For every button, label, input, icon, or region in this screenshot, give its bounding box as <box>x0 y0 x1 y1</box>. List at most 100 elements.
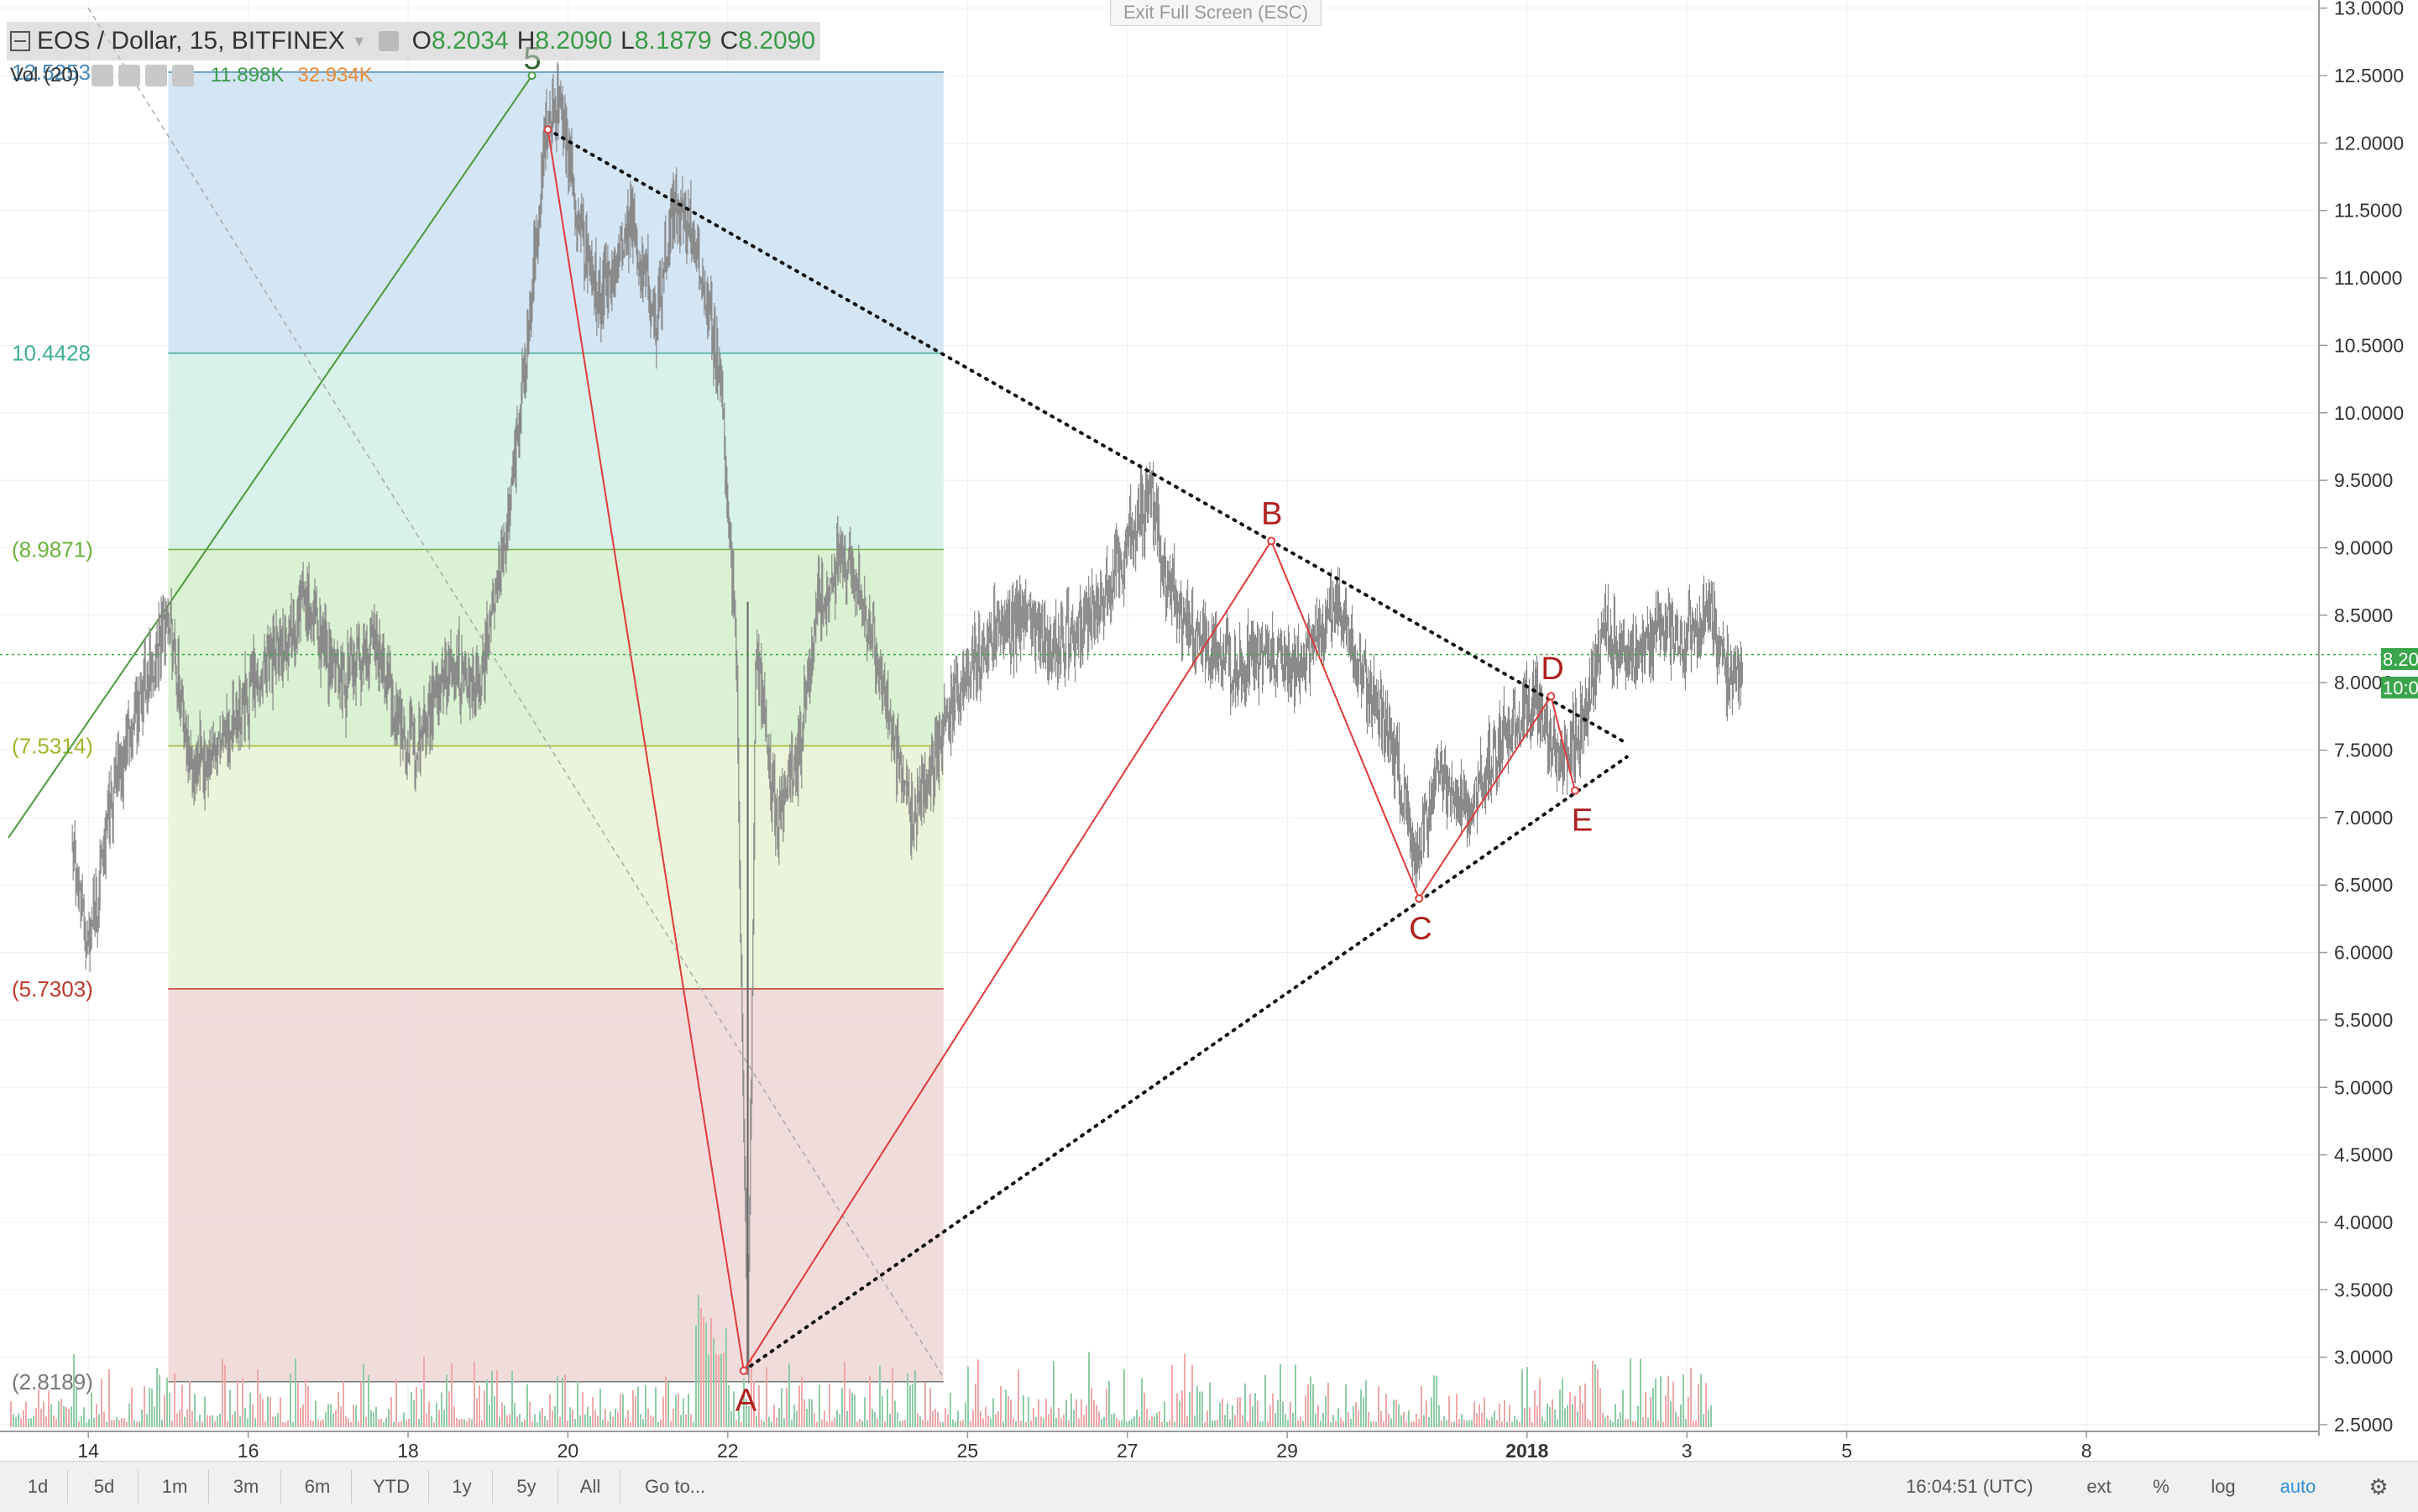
volume-bar <box>229 1389 231 1427</box>
volume-bar <box>816 1421 818 1427</box>
volume-bar <box>685 1414 687 1427</box>
volume-bar <box>1103 1416 1105 1427</box>
volume-bar <box>667 1383 669 1427</box>
volume-bar <box>1254 1393 1256 1427</box>
exit-fullscreen-button[interactable]: Exit Full Screen (ESC) <box>1110 0 1322 26</box>
volume-bar <box>1015 1420 1017 1427</box>
volume-bar <box>1023 1394 1024 1427</box>
volume-bar <box>219 1413 221 1427</box>
volume-value: 11.898K <box>210 64 285 86</box>
triangle-trendlines[interactable] <box>546 128 1629 1373</box>
price-axis[interactable]: 2.5000 3.0000 3.5000 4.0000 4.5000 5.0000 5.50… <box>2319 0 2404 1436</box>
volume-bar <box>1116 1417 1117 1427</box>
volume-bar <box>1423 1415 1425 1427</box>
volume-bar <box>1179 1400 1180 1427</box>
volume-bar <box>735 1420 737 1427</box>
volume-bar <box>1453 1421 1455 1427</box>
timeframe-1y[interactable]: 1y <box>432 1470 493 1504</box>
volume-bar <box>1491 1416 1493 1427</box>
volume-bar <box>496 1369 498 1427</box>
price-chart[interactable]: 12.5253 10.4428 (8.9871) (7.5314) (5.7303) (2… <box>0 0 2418 1461</box>
volume-bar <box>494 1395 495 1427</box>
volume-bar <box>1509 1405 1510 1427</box>
timeframe-ytd[interactable]: YTD <box>354 1470 429 1504</box>
volume-bar <box>741 1421 742 1427</box>
volume-bar <box>647 1408 649 1427</box>
symbol-legend[interactable]: EOS / Dollar, 15, BITFINEX ▼ O 8.2034 H 8.… <box>7 22 821 60</box>
volume-bar <box>10 1401 12 1427</box>
volume-bar <box>889 1413 891 1427</box>
volume-bar <box>1622 1389 1624 1427</box>
volume-bar <box>1506 1421 1508 1427</box>
time-axis[interactable]: 14 16 18 20 22 25 27 29 2018 3 5 8 <box>77 1431 2092 1461</box>
volume-bar <box>665 1376 667 1427</box>
volume-bar <box>1010 1400 1012 1427</box>
volume-bar <box>1171 1365 1173 1427</box>
timeframe-5y[interactable]: 5y <box>495 1470 558 1504</box>
volume-bar <box>798 1385 800 1427</box>
close-icon[interactable] <box>171 65 194 86</box>
volume-bar <box>174 1373 175 1427</box>
volume-bar <box>1070 1393 1072 1427</box>
timeframe-5d[interactable]: 5d <box>71 1470 139 1504</box>
gear-icon[interactable] <box>118 65 140 86</box>
volume-bar <box>108 1368 110 1427</box>
price-tick-label: 3.5000 <box>2334 1279 2393 1300</box>
ext-toggle[interactable]: ext <box>2086 1476 2112 1497</box>
volume-bar <box>25 1401 27 1427</box>
volume-bar <box>486 1379 488 1427</box>
volume-bar <box>474 1361 475 1427</box>
price-tick-label: 7.5000 <box>2334 740 2393 761</box>
volume-bar <box>1657 1420 1659 1427</box>
volume-bar <box>23 1410 24 1427</box>
volume-bar <box>786 1388 788 1427</box>
volume-bar <box>650 1415 652 1427</box>
volume-bar <box>1050 1407 1052 1427</box>
volume-bar <box>562 1377 563 1427</box>
volume-bar <box>939 1421 941 1427</box>
volume-bar <box>1398 1404 1400 1427</box>
timeframe-all[interactable]: All <box>561 1470 620 1504</box>
close-label: C <box>720 27 739 55</box>
volume-bar <box>461 1418 463 1427</box>
volume-bar <box>1353 1405 1354 1427</box>
volume-bar <box>1416 1414 1417 1427</box>
symbol-title[interactable]: EOS / Dollar, 15, BITFINEX <box>37 27 345 55</box>
volume-bar <box>1579 1385 1581 1427</box>
percent-toggle[interactable]: % <box>2153 1476 2169 1497</box>
volume-bar <box>1086 1405 1087 1427</box>
volume-bar <box>610 1411 611 1427</box>
settings-icon[interactable] <box>378 31 399 51</box>
volume-bar <box>1552 1399 1553 1427</box>
last-price-value: 8.2090 <box>2383 649 2418 670</box>
volume-bar <box>625 1417 626 1427</box>
volume-bar <box>126 1421 128 1427</box>
volume-bar <box>327 1404 329 1427</box>
eye-icon[interactable] <box>91 65 113 86</box>
fib-retracement[interactable]: 12.5253 10.4428 (8.9871) (7.5314) (5.7303) (2… <box>12 8 945 1394</box>
volume-bar <box>662 1396 664 1427</box>
gear-icon[interactable]: ⚙ <box>2368 1474 2389 1499</box>
abcde-pattern[interactable]: A B C D E <box>543 125 1594 1419</box>
goto-button[interactable]: Go to... <box>645 1476 706 1497</box>
volume-bar <box>670 1420 672 1427</box>
collapse-icon[interactable] <box>10 31 30 51</box>
volume-bar <box>690 1414 692 1427</box>
timeframe-1d[interactable]: 1d <box>8 1470 68 1504</box>
log-toggle[interactable]: log <box>2211 1476 2236 1497</box>
fib-level-label: 12.5253 <box>12 60 91 85</box>
timeframe-6m[interactable]: 6m <box>284 1470 352 1504</box>
volume-legend[interactable]: Vol (20) 11.898K 32.934K <box>10 64 373 87</box>
plus-icon[interactable] <box>144 65 167 86</box>
timeframe-1m[interactable]: 1m <box>141 1470 209 1504</box>
volume-bar <box>1317 1405 1319 1427</box>
volume-bar <box>1710 1405 1712 1427</box>
chevron-down-icon[interactable]: ▼ <box>351 32 367 50</box>
timeframe-3m[interactable]: 3m <box>212 1470 281 1504</box>
volume-bar <box>1350 1418 1352 1427</box>
auto-toggle[interactable]: auto <box>2279 1476 2316 1497</box>
volume-bar <box>1206 1410 1208 1427</box>
volume-bar <box>418 1419 420 1427</box>
volume-bar <box>1274 1413 1276 1427</box>
utc-clock[interactable]: 16:04:51 (UTC) <box>1906 1476 2033 1497</box>
